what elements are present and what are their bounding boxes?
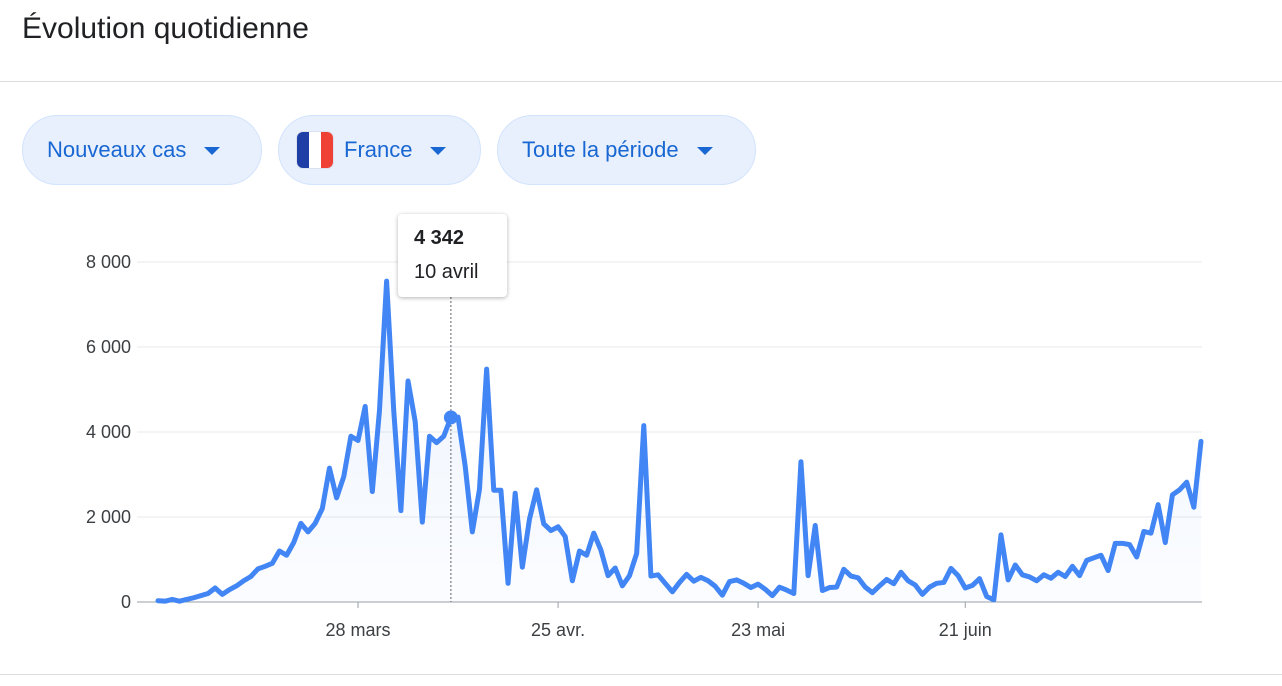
caret-down-icon (204, 147, 221, 155)
flag-stripe-blue (297, 132, 309, 168)
x-tick-label: 23 mai (731, 620, 785, 640)
highlight-point[interactable] (443, 410, 458, 425)
country-dropdown-label: France (344, 137, 413, 162)
y-tick-label: 2 000 (86, 507, 131, 527)
y-tick-label: 8 000 (86, 252, 131, 272)
metric-dropdown-label: Nouveaux cas (47, 137, 187, 162)
page-title: Évolution quotidienne (22, 12, 309, 45)
y-tick-label: 0 (121, 592, 131, 612)
x-tick-label: 25 avr. (531, 620, 585, 640)
flag-stripe-red (321, 132, 333, 168)
tooltip-value: 4 342 (414, 227, 465, 249)
caret-down-icon (430, 147, 447, 155)
period-dropdown-label: Toute la période (522, 137, 679, 162)
daily-cases-chart[interactable]: 0 2 000 4 000 6 000 8 000 28 mars 25 avr. 23 m… (0, 200, 1282, 660)
metric-dropdown[interactable]: Nouveaux cas (22, 115, 262, 185)
chart-tooltip: 4 342 10 avril (398, 214, 507, 297)
x-tick-label: 21 juin (939, 620, 992, 640)
series-line (155, 278, 1204, 604)
caret-down-icon (696, 147, 713, 155)
country-dropdown[interactable]: France (278, 115, 481, 185)
footer-divider (0, 674, 1282, 675)
period-dropdown[interactable]: Toute la période (497, 115, 756, 185)
header-divider (0, 81, 1282, 82)
y-tick-label: 4 000 (86, 422, 131, 442)
y-axis: 0 2 000 4 000 6 000 8 000 (86, 252, 131, 612)
france-flag-icon (297, 132, 333, 168)
tooltip-date: 10 avril (414, 261, 479, 283)
flag-stripe-white (309, 132, 321, 168)
series-area (158, 281, 1201, 602)
y-tick-label: 6 000 (86, 337, 131, 357)
x-tick-label: 28 mars (326, 620, 391, 640)
